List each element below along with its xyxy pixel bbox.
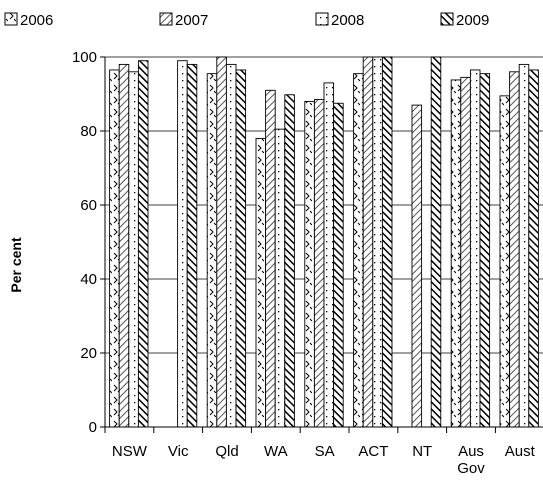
legend-item-2006: 2006 <box>4 12 53 29</box>
legend-item-2009: 2009 <box>440 12 489 29</box>
legend-swatch-2008 <box>315 12 329 26</box>
legend-label-2008: 2008 <box>331 12 364 29</box>
bar-vic-2009 <box>186 63 198 428</box>
bar-aus-gov-2009 <box>479 73 491 428</box>
bar-nt-2009 <box>430 56 442 428</box>
bar-qld-2009 <box>235 69 247 428</box>
y-tick-40: 40 <box>80 271 97 288</box>
bar-wa-2006 <box>255 137 267 428</box>
legend-label-2006: 2006 <box>20 12 53 29</box>
bar-act-2007 <box>362 56 374 428</box>
bar-sa-2009 <box>333 102 344 428</box>
bar-qld-2006 <box>206 73 218 428</box>
bar-aus-gov-2008 <box>469 69 481 428</box>
bar-aust-2009 <box>528 69 539 428</box>
y-tick-80: 80 <box>80 123 97 140</box>
y-tick-100: 100 <box>72 49 97 66</box>
legend-swatch-2006 <box>4 12 18 26</box>
bar-nsw-2006 <box>109 69 120 428</box>
bar-aust-2008 <box>518 63 530 428</box>
bar-wa-2009 <box>284 94 295 428</box>
bar-nsw-2008 <box>128 71 139 428</box>
bar-wa-2007 <box>265 89 276 428</box>
bar-aust-2006 <box>499 95 511 428</box>
x-tick-vic: Vic <box>168 443 189 460</box>
x-tick-nsw: NSW <box>112 443 148 460</box>
bar-act-2008 <box>372 56 383 428</box>
y-tick-60: 60 <box>80 197 97 214</box>
legend-label-2007: 2007 <box>175 12 208 29</box>
x-tick-sa: SA <box>315 443 335 460</box>
bar-sa-2007 <box>313 99 325 428</box>
y-tick-labels: 0 20 40 60 80 100 <box>72 49 105 436</box>
x-tick-aust: Aust <box>505 443 536 460</box>
x-tick-qld: Qld <box>215 443 238 460</box>
x-tick-wa: WA <box>264 443 288 460</box>
bar-sa-2006 <box>304 100 315 428</box>
bar-vic-2008 <box>177 60 188 428</box>
bar-qld-2007 <box>216 56 227 428</box>
x-tick-nt: NT <box>412 443 432 460</box>
bar-nt-2007 <box>411 104 423 428</box>
bar-sa-2008 <box>323 82 335 428</box>
bars <box>109 56 539 428</box>
legend: 2006 2007 2008 2009 <box>4 12 489 29</box>
bar-aus-gov-2006 <box>450 79 462 428</box>
bar-aust-2007 <box>509 71 520 428</box>
legend-item-2008: 2008 <box>315 12 364 29</box>
y-tick-0: 0 <box>89 419 97 436</box>
bar-act-2006 <box>353 73 364 428</box>
legend-label-2009: 2009 <box>456 12 489 29</box>
y-tick-20: 20 <box>80 345 97 362</box>
x-tick-labels: NSW Vic Qld WA SA ACT NT Aus Gov Aust <box>112 443 536 477</box>
bar-nsw-2009 <box>137 60 149 428</box>
bar-act-2009 <box>381 56 393 428</box>
axes <box>104 57 543 433</box>
x-tick-act: ACT <box>358 443 388 460</box>
x-tick-aus-gov: Aus Gov <box>457 443 485 477</box>
bar-wa-2008 <box>274 128 286 428</box>
bar-aus-gov-2007 <box>460 76 471 428</box>
bar-nsw-2007 <box>118 63 130 428</box>
legend-swatch-2007 <box>159 12 173 26</box>
legend-item-2007: 2007 <box>159 12 208 29</box>
bar-qld-2008 <box>225 63 237 428</box>
y-axis-label: Per cent <box>8 237 24 293</box>
legend-swatch-2009 <box>440 12 454 26</box>
